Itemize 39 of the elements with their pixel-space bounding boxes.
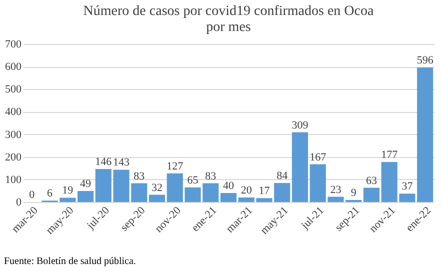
data-label: 49: [80, 178, 92, 190]
bar: [417, 67, 434, 202]
bar: [220, 192, 237, 202]
data-label: 596: [416, 54, 434, 66]
data-label: 37: [402, 180, 414, 193]
bar: [78, 190, 94, 202]
y-tick-label: 100: [5, 174, 22, 186]
data-label: 84: [276, 170, 288, 182]
data-label: 23: [330, 184, 342, 196]
data-label: 143: [113, 156, 130, 169]
data-label: 309: [292, 119, 309, 132]
data-label: 0: [29, 189, 36, 201]
data-label: 63: [366, 174, 378, 187]
data-label: 32: [152, 182, 163, 194]
chart-title: Número de casos por covid19 confirmados en Ocoa por mes: [83, 4, 374, 35]
bar: [148, 194, 166, 202]
y-tick-label: 700: [5, 38, 22, 50]
data-label: 146: [95, 156, 112, 168]
data-label: 6: [47, 188, 54, 200]
data-label: 9: [350, 186, 357, 199]
y-tick-label: 0: [16, 196, 22, 208]
data-label: 127: [166, 160, 184, 172]
data-label: 177: [381, 149, 398, 162]
y-tick-label: 400: [5, 106, 22, 118]
data-label: 19: [62, 184, 74, 197]
y-tick-label: 300: [5, 128, 22, 141]
source-note: Fuente: Boletín de salud pública.: [4, 256, 136, 267]
data-label: 40: [223, 180, 234, 192]
data-label: 17: [258, 185, 270, 198]
bar: [292, 132, 308, 202]
data-label: 83: [134, 170, 146, 182]
data-label: 20: [240, 184, 252, 196]
data-label: 83: [205, 170, 217, 182]
y-tick-label: 500: [5, 84, 22, 96]
data-label: 167: [310, 151, 327, 164]
bar: [363, 188, 380, 202]
y-tick-label: 200: [5, 151, 22, 164]
y-tick-label: 600: [5, 61, 22, 74]
data-label: 65: [187, 174, 199, 186]
